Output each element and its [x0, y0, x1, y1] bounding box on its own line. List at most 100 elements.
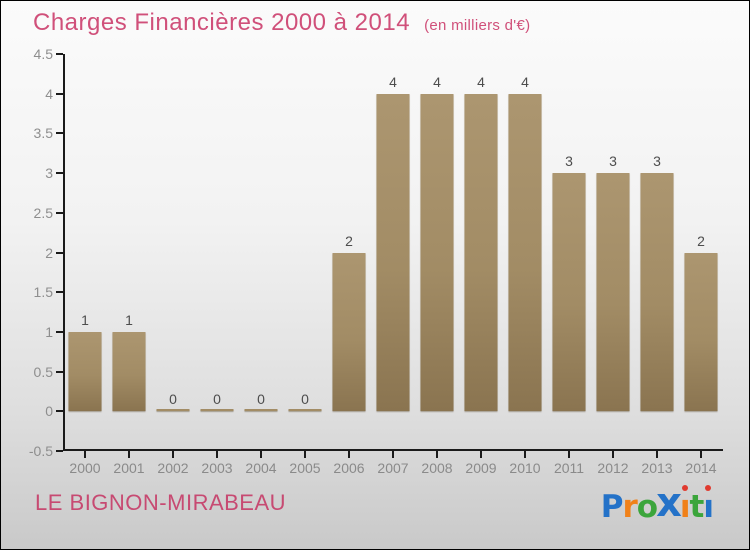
x-tick [348, 451, 350, 458]
y-tick-label: 2 [45, 244, 53, 261]
bar-2012 [596, 173, 630, 412]
y-tick-label: 1 [45, 323, 53, 340]
bar-2003 [200, 409, 234, 412]
bar-value-label: 3 [609, 153, 617, 170]
y-tick-label: 3.5 [33, 125, 53, 142]
x-tick [612, 451, 614, 458]
bar-value-label: 2 [697, 232, 705, 249]
x-tick-label: 2012 [597, 460, 629, 476]
x-tick [436, 451, 438, 458]
x-tick [524, 451, 526, 458]
bar-2005 [288, 409, 322, 412]
bar-value-label: 2 [345, 232, 353, 249]
x-tick-label: 2000 [69, 460, 101, 476]
y-tick [56, 330, 63, 333]
logo-letter: t [689, 489, 705, 525]
logo-letter: o [636, 489, 658, 525]
x-tick [480, 451, 482, 458]
logo-letter: P [600, 489, 624, 525]
y-tick [56, 172, 63, 175]
bar-value-label: 1 [125, 311, 133, 328]
bar-value-label: 1 [81, 311, 89, 328]
x-tick [568, 451, 570, 458]
chart-subtitle: (en milliers d'€) [424, 17, 531, 34]
logo-letter: ı [703, 485, 714, 523]
x-tick [700, 451, 702, 458]
y-tick [56, 132, 63, 135]
bar-value-label: 3 [565, 153, 573, 170]
x-tick-label: 2008 [421, 460, 453, 476]
bar-2006 [332, 252, 366, 412]
x-tick [656, 451, 658, 458]
y-tick [56, 291, 63, 294]
y-tick [56, 450, 63, 452]
x-tick [260, 451, 262, 458]
x-tick-label: 2013 [641, 460, 673, 476]
bar-value-label: 4 [433, 73, 441, 90]
x-tick-label: 2004 [245, 460, 277, 476]
y-tick [56, 410, 63, 413]
bar-value-label: 4 [521, 73, 529, 90]
y-axis [63, 54, 65, 451]
x-tick-label: 2010 [509, 460, 541, 476]
bar-value-label: 0 [301, 391, 309, 408]
plot-area: -0.5 0 0.5 1 1.5 2 2.5 3 3.5 4 4.5 1 2000 1 2001 0 2002 0… [29, 46, 723, 476]
bar-2010 [508, 93, 542, 412]
y-tick-label: 2.5 [33, 204, 53, 221]
y-tick-label: 3 [45, 165, 53, 182]
bar-value-label: 3 [653, 153, 661, 170]
x-tick-label: 2006 [333, 460, 365, 476]
y-tick-label: 4 [45, 85, 53, 102]
y-tick-label: 1.5 [33, 284, 53, 301]
y-tick [56, 53, 63, 55]
x-tick [304, 451, 306, 458]
logo-letter-dot [705, 485, 712, 491]
x-tick-label: 2002 [157, 460, 189, 476]
y-tick [56, 370, 63, 373]
x-tick [172, 451, 174, 458]
y-tick-label: 0 [45, 403, 53, 420]
y-tick [56, 211, 63, 214]
y-tick [56, 92, 63, 95]
bar-2000 [68, 331, 102, 412]
bar-2008 [420, 93, 454, 412]
logo-letter: ı [680, 485, 690, 523]
bar-2011 [552, 173, 586, 412]
x-tick-label: 2003 [201, 460, 233, 476]
x-tick-label: 2009 [465, 460, 497, 476]
x-tick-label: 2001 [113, 460, 145, 476]
logo-letter: r [622, 489, 637, 525]
bar-2013 [640, 173, 674, 412]
x-tick [84, 451, 86, 458]
location-label: LE BIGNON-MIRABEAU [35, 490, 287, 515]
x-tick-label: 2011 [553, 460, 585, 476]
bar-2001 [112, 331, 146, 412]
bar-value-label: 0 [257, 391, 265, 408]
logo-letter: x [656, 480, 682, 526]
title-row: Charges Financières 2000 à 2014 (en mill… [33, 9, 530, 37]
x-tick-label: 2014 [685, 460, 717, 476]
bar-2004 [244, 409, 278, 412]
y-tick [56, 251, 63, 254]
bar-value-label: 0 [169, 391, 177, 408]
y-tick-label: 0.5 [33, 363, 53, 380]
bar-value-label: 4 [477, 73, 485, 90]
x-tick-label: 2007 [377, 460, 409, 476]
x-tick [392, 451, 394, 458]
bar-2009 [464, 93, 498, 412]
x-axis [63, 449, 723, 451]
bar-2002 [156, 409, 190, 412]
bar-value-label: 4 [389, 73, 397, 90]
bar-2007 [376, 93, 410, 412]
chart-title: Charges Financières 2000 à 2014 [33, 9, 411, 36]
x-tick-label: 2005 [289, 460, 321, 476]
y-tick-label: -0.5 [28, 443, 53, 459]
x-tick [216, 451, 218, 458]
bar-value-label: 0 [213, 391, 221, 408]
y-tick-label: 4.5 [33, 46, 53, 62]
bar-2014 [684, 252, 718, 412]
logo-letter-dot [681, 485, 688, 491]
x-tick [128, 451, 130, 458]
